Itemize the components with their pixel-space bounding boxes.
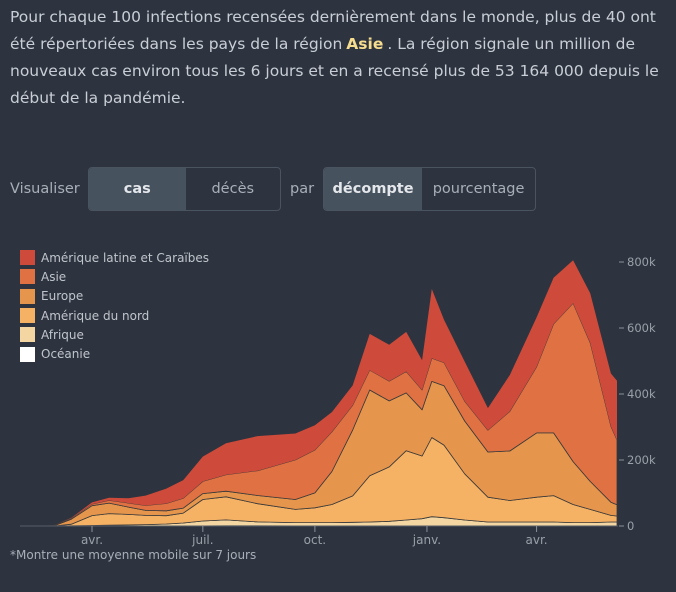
area-amérique-latine-et-caraïbes <box>42 260 617 526</box>
stacked-area-chart: avr. juil. oct. janv. avr. 0 200k 400k 600k 800k <box>20 255 656 547</box>
scale-toggle: décompte pourcentage <box>323 166 537 211</box>
legend-item: Afrique <box>20 325 209 344</box>
metric-toggle: cas décès <box>87 166 281 211</box>
legend-swatch <box>20 250 35 266</box>
legend-item: Amérique du nord <box>20 306 209 325</box>
x-tick-label: avr. <box>81 533 103 547</box>
legend-label: Amérique latine et Caraïbes <box>41 250 210 265</box>
x-tick-label: avr. <box>526 533 548 547</box>
legend-label: Europe <box>41 289 84 304</box>
par-label: par <box>290 180 315 197</box>
y-tick-label: 200k <box>627 453 656 467</box>
x-tick-label: oct. <box>304 533 326 547</box>
y-tick-label: 400k <box>627 387 656 401</box>
y-tick-label: 0 <box>627 519 634 533</box>
legend-item: Europe <box>20 287 209 306</box>
pourcentage-button[interactable]: pourcentage <box>432 180 525 197</box>
legend-label: Océanie <box>41 347 91 362</box>
intro-text-2: . La région signale un million de nouvea… <box>10 35 659 107</box>
y-tick-label: 800k <box>627 255 656 269</box>
region-highlight: Asie <box>346 35 384 53</box>
decompte-button[interactable]: décompte <box>324 167 423 210</box>
legend-label: Amérique du nord <box>41 308 150 323</box>
legend-swatch <box>20 288 35 304</box>
legend-label: Asie <box>41 269 67 284</box>
footnote: *Montre une moyenne mobile sur 7 jours <box>10 548 257 562</box>
legend-label: Afrique <box>41 327 84 342</box>
legend-item: Amérique latine et Caraïbes <box>20 248 209 267</box>
legend-swatch <box>20 308 35 324</box>
legend-item: Asie <box>20 267 209 286</box>
area-asie <box>41 302 618 527</box>
legend-swatch <box>20 346 35 362</box>
legend-swatch <box>20 269 35 285</box>
deces-button[interactable]: décès <box>211 180 255 197</box>
metric-control: Visualiser cas décès <box>10 166 281 211</box>
intro-paragraph: Pour chaque 100 infections recensées der… <box>10 4 660 112</box>
legend-item: Océanie <box>20 344 209 363</box>
cas-button[interactable]: cas <box>88 167 186 210</box>
scale-control: par décompte pourcentage <box>290 166 537 211</box>
x-tick-label: juil. <box>191 533 213 547</box>
x-tick-label: janv. <box>412 533 441 547</box>
chart-legend: Amérique latine et Caraïbes Asie Europe Amé… <box>20 248 209 364</box>
visualiser-label: Visualiser <box>10 180 80 197</box>
legend-swatch <box>20 327 35 343</box>
y-tick-label: 600k <box>627 321 656 335</box>
intro-text: Pour chaque 100 infections recensées der… <box>10 8 656 53</box>
